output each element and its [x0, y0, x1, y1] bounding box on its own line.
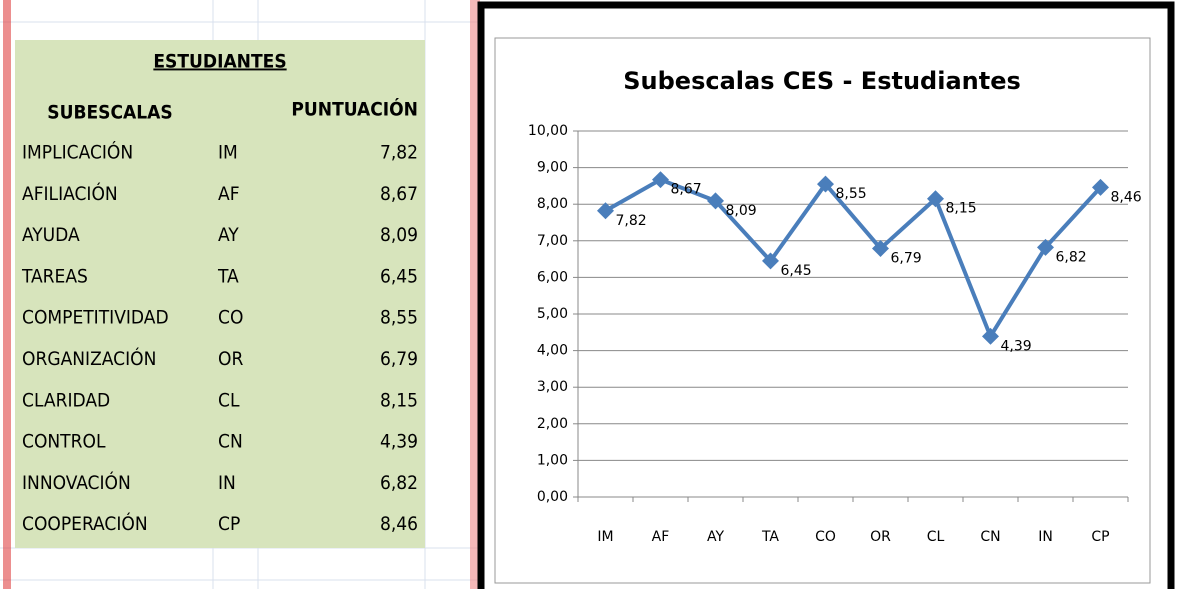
x-tick-label: IN [1038, 529, 1053, 545]
marker [927, 190, 944, 208]
row-name: COMPETITIVIDAD [22, 307, 169, 329]
data-label: 7,82 [616, 213, 647, 229]
data-label: 6,82 [1056, 249, 1087, 265]
table-title: ESTUDIANTES [153, 51, 286, 73]
data-label: 8,09 [726, 203, 757, 219]
data-label: 8,46 [1111, 189, 1142, 205]
frame-shadow [470, 0, 480, 589]
marker [707, 192, 724, 210]
row-code: IN [218, 472, 236, 494]
row-name: INNOVACIÓN [22, 470, 131, 494]
y-tick-label: 9,00 [537, 160, 568, 176]
row-value: 8,15 [380, 389, 418, 411]
row-code: OR [218, 348, 243, 370]
y-tick-label: 7,00 [537, 233, 568, 249]
data-label: 6,45 [781, 263, 812, 279]
x-tick-label: CL [927, 529, 945, 545]
row-value: 6,45 [380, 265, 418, 287]
data-label: 4,39 [1001, 338, 1032, 354]
row-name: CLARIDAD [22, 389, 110, 411]
table-rows: IMPLICACIÓN IM 7,82 AFILIACIÓN AF 8,67 AYUDA AY… [21, 140, 418, 536]
marker [652, 171, 669, 189]
row-value: 4,39 [380, 431, 418, 453]
row-code: AY [218, 224, 239, 246]
row-value: 6,79 [380, 348, 418, 370]
marker [597, 202, 614, 220]
row-code: IM [218, 142, 238, 164]
x-tick-label: AY [707, 529, 724, 545]
row-value: 8,09 [380, 224, 418, 246]
x-tick-label: AF [652, 529, 670, 545]
marker [872, 240, 889, 257]
row-code: CO [218, 307, 243, 329]
row-code: AF [218, 183, 240, 205]
row-name: AYUDA [22, 224, 80, 246]
table-header: PUNTUACIÓN [291, 97, 418, 121]
table-header: SUBESCALAS [47, 102, 172, 124]
row-code: CN [218, 431, 243, 453]
row-code: TA [217, 265, 239, 287]
x-tick-label: IM [597, 529, 613, 545]
x-tick-label: TA [761, 529, 779, 545]
marker [762, 252, 779, 270]
x-tick-label: OR [870, 529, 891, 545]
row-value: 8,55 [380, 307, 418, 329]
y-tick-label: 0,00 [537, 489, 568, 505]
data-label: 8,15 [946, 201, 977, 217]
row-value: 8,46 [380, 513, 418, 535]
y-tick-label: 2,00 [537, 416, 568, 432]
row-name: ORGANIZACIÓN [22, 346, 156, 370]
x-tick-label: CO [815, 529, 836, 545]
red-border [3, 0, 11, 589]
row-name: AFILIACIÓN [22, 181, 118, 205]
row-value: 6,82 [380, 472, 418, 494]
row-name: COOPERACIÓN [22, 511, 148, 535]
row-name: IMPLICACIÓN [22, 140, 133, 164]
row-value: 8,67 [380, 183, 418, 205]
y-tick-label: 3,00 [537, 379, 568, 395]
row-code: CP [218, 513, 240, 535]
y-tick-label: 5,00 [537, 306, 568, 322]
marker [982, 327, 999, 345]
row-value: 7,82 [380, 142, 418, 164]
y-tick-label: 6,00 [537, 269, 568, 285]
y-tick-label: 8,00 [537, 196, 568, 212]
chart-title: Subescalas CES - Estudiantes [623, 67, 1021, 95]
chart-area [494, 37, 1151, 584]
x-tick-label: CN [980, 529, 1000, 545]
x-tick-label: CP [1091, 529, 1109, 545]
row-name: CONTROL [22, 431, 106, 453]
data-label: 8,67 [671, 182, 702, 198]
y-tick-label: 1,00 [537, 452, 568, 468]
row-code: CL [218, 389, 240, 411]
table-background [15, 40, 425, 548]
series-line [604, 177, 1102, 339]
data-label: 8,55 [836, 186, 867, 202]
plot: 0,00 1,00 2,00 3,00 4,00 5,00 6,00 7,00 8,00 9,00… [528, 123, 1142, 545]
marker [817, 175, 834, 193]
y-tick-label: 4,00 [537, 343, 568, 359]
row-name: TAREAS [21, 265, 88, 287]
data-label: 6,79 [891, 250, 922, 266]
y-tick-label: 10,00 [528, 123, 568, 139]
